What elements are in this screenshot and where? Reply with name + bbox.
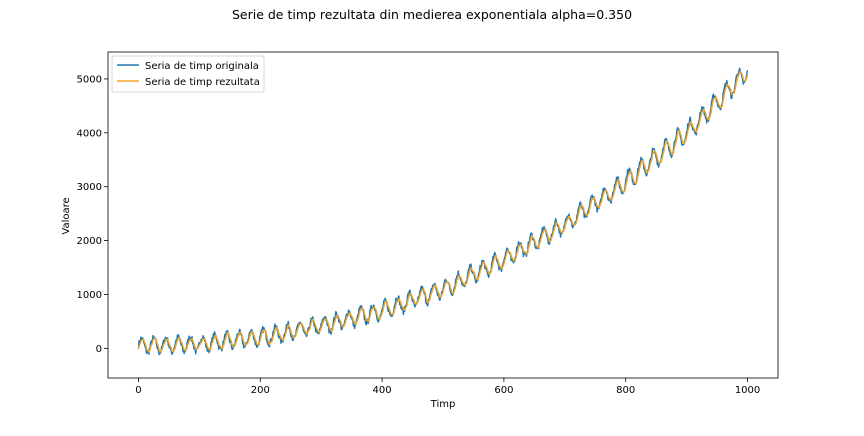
x-tick-label: 200 [251,385,270,396]
x-axis-label: Timp [430,399,456,410]
y-axis-label: Valoare [61,197,72,234]
y-tick-label: 4000 [77,128,102,139]
x-tick-label: 1000 [735,385,760,396]
series-line-smoothed [137,71,749,353]
x-tick-label: 600 [494,385,513,396]
plot-area [137,67,749,356]
x-tick-label: 0 [135,385,141,396]
x-axis: 0 200 400 600 800 1000 [135,378,760,396]
x-tick-label: 400 [373,385,392,396]
y-tick-label: 2000 [77,236,102,247]
legend-label-smoothed: Seria de timp rezultata [145,77,260,88]
y-tick-label: 0 [96,344,102,355]
legend-label-original: Seria de timp originala [145,61,259,72]
x-tick-label: 800 [616,385,635,396]
y-tick-label: 3000 [77,182,102,193]
y-axis: 0 1000 2000 3000 4000 5000 [77,74,108,355]
legend: Seria de timp originala Seria de timp re… [111,55,265,93]
y-tick-label: 1000 [77,290,102,301]
plot-frame [107,51,779,379]
series-line-original [137,67,749,356]
legend-box [111,55,265,93]
y-tick-label: 5000 [77,74,102,85]
chart-title: Serie de timp rezultata din medierea exp… [232,7,632,22]
